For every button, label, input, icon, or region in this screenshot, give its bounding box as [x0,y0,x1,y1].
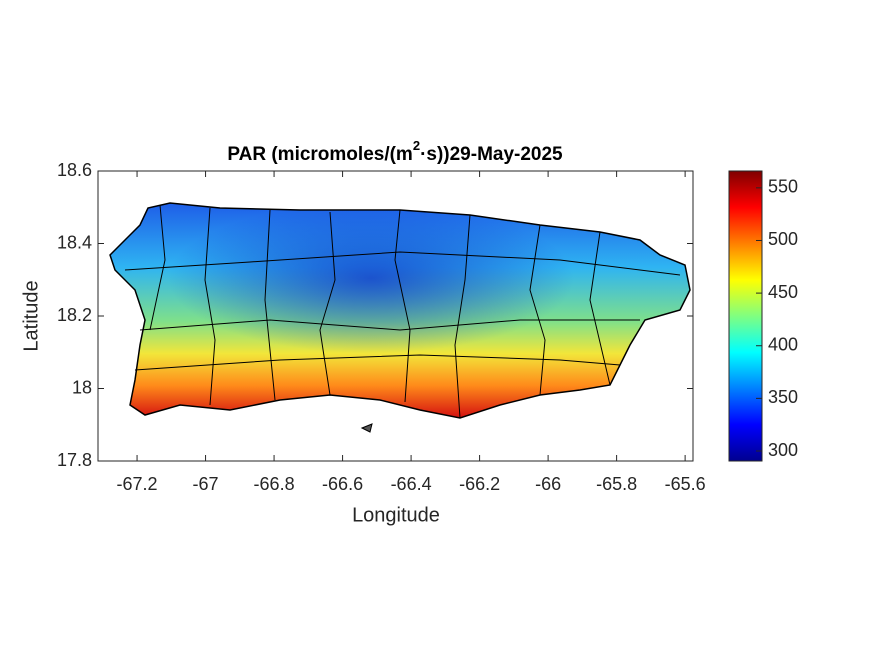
x-tick-label: -66.2 [459,474,500,494]
colorbar-tick-label: 450 [768,282,798,302]
colorbar-tick-label: 400 [768,334,798,354]
chart-title: PAR (micromoles/(m2·s))29-May-2025 [227,138,563,165]
island [109,202,691,433]
x-tick-label: -66.6 [322,474,363,494]
title-superscript: 2 [413,138,420,153]
x-tick-label: -67 [193,474,219,494]
title-text: ·s))29-May-2025 [420,144,563,165]
colorbar-tick-label: 300 [768,440,798,460]
y-tick-label: 17.8 [57,450,92,470]
x-axis-label: Longitude [352,504,440,526]
x-tick-label: -65.6 [665,474,706,494]
colorbar-tick-label: 500 [768,229,798,249]
y-axis-label: Latitude [20,280,42,351]
x-tick-label: -66.8 [254,474,295,494]
x-tick-label: -65.8 [596,474,637,494]
y-tick-label: 18.2 [57,305,92,325]
colorbar [728,170,763,462]
title-text: PAR (micromoles/(m [227,144,412,165]
colorbar-tick-label: 350 [768,387,798,407]
x-tick-label: -66 [535,474,561,494]
x-tick-label: -66.4 [391,474,432,494]
x-tick-label: -67.2 [117,474,158,494]
y-tick-label: 18 [72,377,92,397]
colorbar-tick-label: 550 [768,177,798,197]
y-tick-label: 18.6 [57,160,92,180]
y-tick-label: 18.4 [57,232,92,252]
